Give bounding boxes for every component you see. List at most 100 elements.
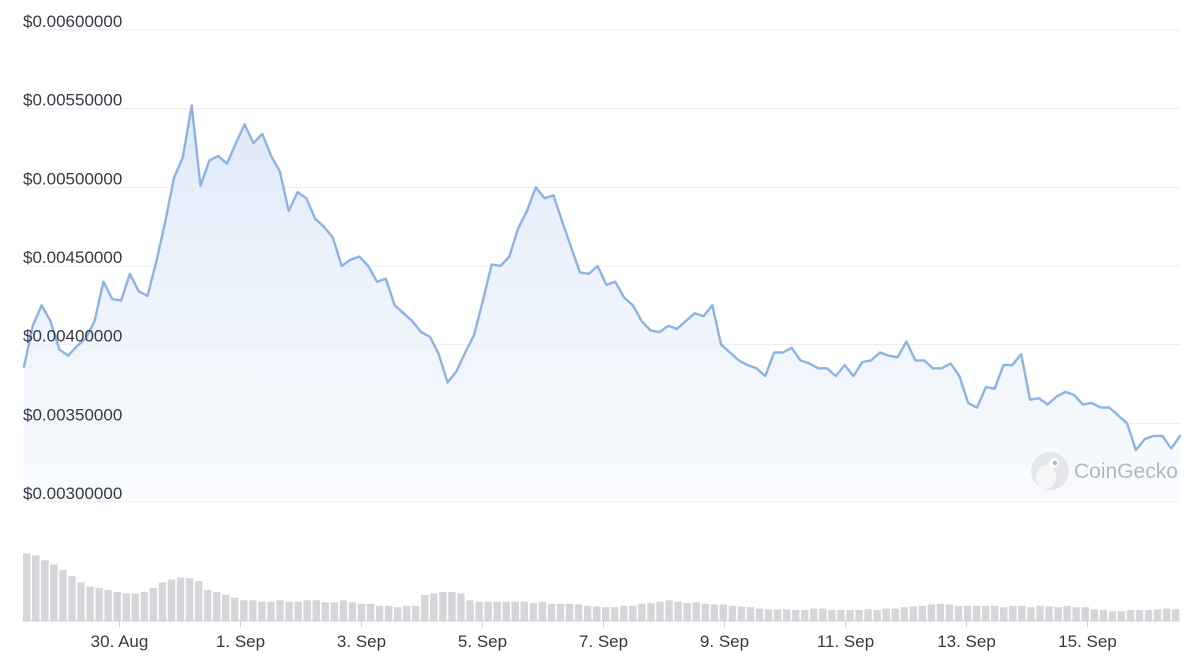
volume-bar: [303, 600, 311, 621]
volume-bar: [1072, 607, 1080, 621]
volume-bar: [430, 593, 438, 621]
volume-bar: [222, 594, 230, 621]
y-tick-label: $0.00300000: [23, 484, 122, 503]
volume-bar: [683, 603, 691, 621]
volume-bar: [185, 578, 194, 621]
watermark-label: CoinGecko: [1074, 460, 1178, 483]
volume-bar: [574, 604, 583, 621]
price-line: [22, 104, 1182, 452]
volume-bar: [891, 608, 899, 621]
volume-bar: [1126, 609, 1135, 621]
volume-bar: [294, 601, 302, 621]
x-tick-label: 7. Sep: [579, 632, 628, 651]
volume-bar: [203, 589, 212, 621]
volume-bar: [285, 601, 293, 621]
volume-bar: [384, 605, 393, 621]
volume-bar: [104, 589, 112, 621]
volume-bar: [692, 602, 700, 621]
y-tick-label: $0.00500000: [23, 169, 122, 188]
y-tick-label: $0.00350000: [23, 405, 122, 424]
volume-bar: [149, 587, 158, 621]
volume-bar: [158, 582, 167, 621]
volume-bar: [981, 605, 990, 621]
volume-bar: [674, 601, 682, 621]
y-tick-label: $0.00600000: [23, 12, 122, 31]
volume-bar: [638, 603, 646, 621]
volume-bar: [945, 604, 954, 621]
volume-bar: [59, 569, 67, 621]
volume-bar: [791, 609, 800, 621]
y-tick-label: $0.00450000: [23, 248, 122, 267]
volume-bar: [267, 601, 275, 621]
volume-bar: [909, 606, 918, 621]
volume-bar: [77, 582, 85, 621]
volume-bar: [439, 592, 447, 621]
volume-bar: [764, 609, 773, 621]
volume-bar: [810, 608, 818, 621]
volume-bar: [1108, 611, 1117, 621]
volume-bar: [611, 607, 619, 621]
volume-bar: [1045, 606, 1053, 621]
volume-bar: [1009, 605, 1017, 621]
volume-bar: [249, 600, 257, 621]
volume-bar: [1153, 609, 1162, 621]
volume-bar: [918, 605, 927, 621]
volume-bar: [1054, 607, 1062, 621]
volume-bar: [95, 587, 103, 621]
volume-bar: [991, 605, 999, 621]
volume-bar: [240, 600, 248, 621]
volume-bar: [602, 607, 610, 621]
volume-bar: [665, 600, 673, 621]
volume-bar: [782, 609, 791, 621]
volume-bar: [1099, 609, 1108, 621]
volume-bar: [755, 608, 764, 621]
volume-bar: [86, 586, 94, 621]
volume-bars: [23, 553, 1180, 621]
volume-bar: [565, 603, 574, 621]
volume-bar: [819, 608, 827, 621]
volume-bar: [375, 605, 384, 621]
volume-bar: [231, 597, 239, 621]
volume-bar: [321, 602, 329, 621]
volume-bar: [556, 603, 565, 621]
volume-bar: [1018, 605, 1026, 621]
volume-bar: [592, 606, 601, 621]
volume-bar: [330, 602, 339, 621]
volume-bar: [339, 600, 348, 621]
volume-bar: [511, 601, 519, 621]
price-area-fill: [24, 105, 1180, 502]
volume-bar: [412, 605, 420, 621]
volume-bar: [583, 605, 592, 621]
volume-bar: [131, 593, 140, 621]
volume-bar: [258, 601, 266, 621]
volume-bar: [502, 601, 510, 621]
volume-bar: [312, 600, 320, 621]
volume-bar: [1090, 609, 1098, 621]
volume-bar: [927, 604, 936, 621]
y-tick-label: $0.00400000: [23, 327, 122, 346]
volume-bar: [68, 576, 76, 621]
volume-bar: [936, 603, 945, 621]
volume-bar: [41, 560, 49, 621]
volume-bar: [393, 607, 402, 621]
x-tick-label: 5. Sep: [458, 632, 507, 651]
volume-bar: [1063, 605, 1071, 621]
volume-bar: [23, 553, 31, 621]
x-tick-label: 11. Sep: [817, 632, 874, 651]
volume-bar: [167, 579, 176, 621]
volume-bar: [855, 609, 863, 621]
volume-bar: [882, 608, 890, 621]
volume-bar: [954, 605, 963, 621]
volume-bar: [1000, 607, 1008, 621]
volume-bar: [656, 601, 664, 621]
x-tick-label: 15. Sep: [1058, 632, 1117, 651]
volume-bar: [746, 607, 755, 621]
volume-bar: [1144, 609, 1153, 621]
gecko-logo-icon: [1031, 452, 1069, 490]
volume-bar: [176, 577, 185, 621]
volume-bar: [864, 609, 872, 621]
volume-bar: [837, 609, 845, 621]
volume-bar: [963, 605, 972, 621]
volume-bar: [1036, 605, 1044, 621]
